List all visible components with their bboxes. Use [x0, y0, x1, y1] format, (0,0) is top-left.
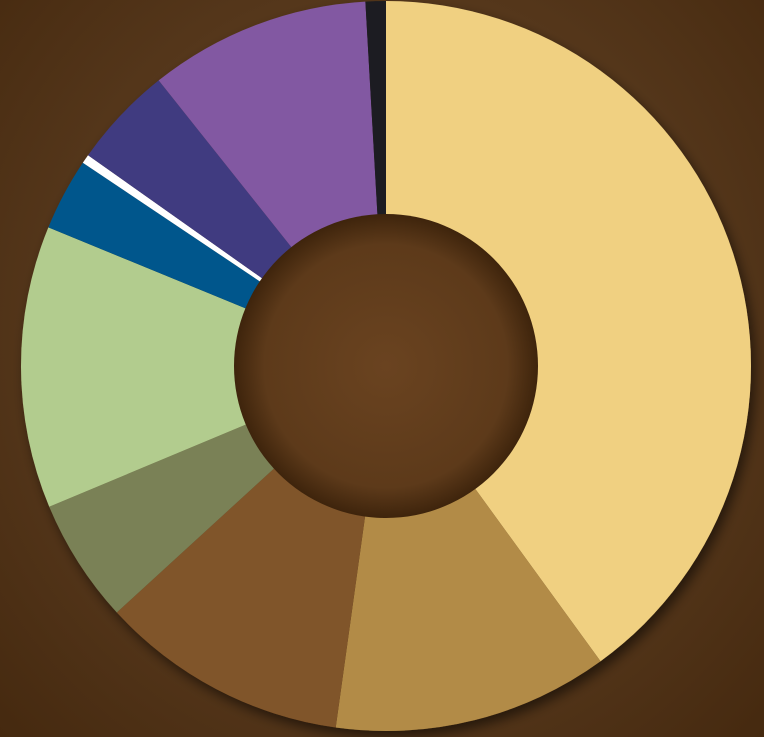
- donut-hole: [234, 214, 538, 518]
- pie-slice-5: [20, 227, 386, 507]
- pie-slice-1: [386, 1, 751, 662]
